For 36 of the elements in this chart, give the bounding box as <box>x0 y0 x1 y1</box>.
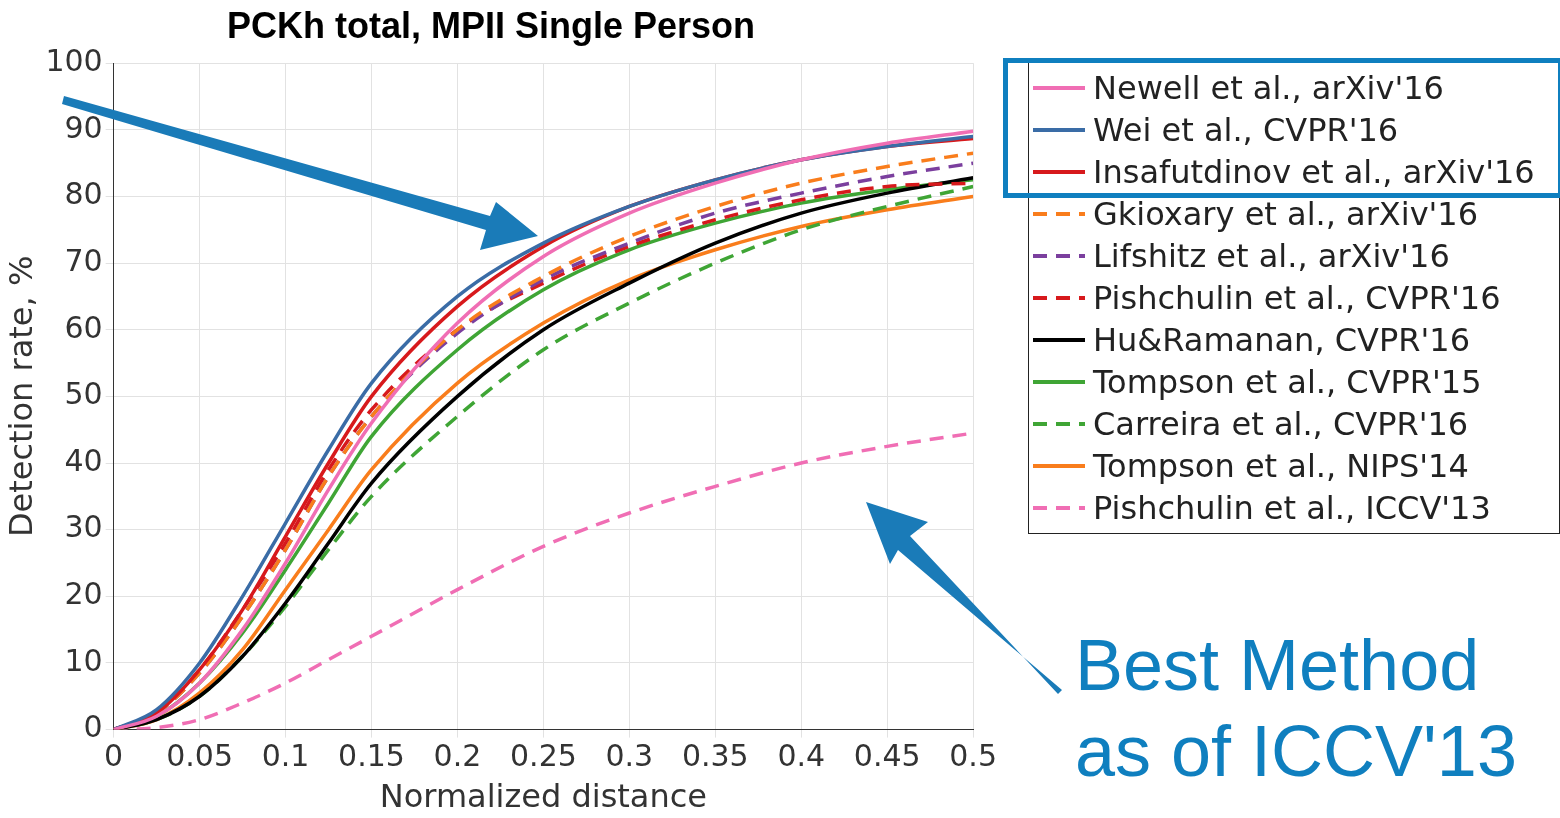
legend-label: Newell et al., arXiv'16 <box>1093 69 1444 107</box>
legend-label: Carreira et al., CVPR'16 <box>1093 405 1469 443</box>
x-tick-label: 0.1 <box>261 738 310 774</box>
y-tick-label: 90 <box>64 109 103 145</box>
chart-title: PCKh total, MPII Single Person <box>226 4 756 46</box>
text: Best Method as of ICCV'13 <box>1075 624 1518 793</box>
legend-label: Tompson et al., CVPR'15 <box>1093 363 1482 401</box>
y-tick-label: 0 <box>83 709 103 745</box>
x-tick-label: 0.25 <box>510 738 577 774</box>
legend-label: Hu&Ramanan, CVPR'16 <box>1093 321 1471 359</box>
x-tick-label: 0.15 <box>338 738 405 774</box>
legend-label: Wei et al., CVPR'16 <box>1093 111 1399 149</box>
x-tick-label: 0.4 <box>777 738 826 774</box>
y-tick-label: 40 <box>64 442 103 478</box>
legend-label: Pishchulin et al., ICCV'13 <box>1093 489 1491 527</box>
x-tick-label: 0.2 <box>433 738 482 774</box>
x-tick-label: 0.3 <box>605 738 654 774</box>
legend-label: Lifshitz et al., arXiv'16 <box>1093 237 1450 275</box>
y-tick-label: 10 <box>64 642 103 678</box>
y-axis-title: Detection rate, % <box>1 255 40 538</box>
y-tick-label: 30 <box>64 509 103 545</box>
legend-label: Tompson et al., NIPS'14 <box>1093 447 1469 485</box>
x-tick-label: 0.45 <box>853 738 921 774</box>
x-axis-title: Normalized distance <box>379 777 708 816</box>
y-tick-label: 20 <box>64 576 103 612</box>
y-tick-label: 80 <box>64 176 103 212</box>
y-tick-label: 100 <box>45 43 103 78</box>
y-tick-label: 60 <box>64 309 103 345</box>
y-tick-label: 50 <box>64 376 103 412</box>
legend-label: Gkioxary et al., arXiv'16 <box>1093 195 1479 233</box>
x-tick-label: 0.05 <box>166 738 234 774</box>
y-tick-label: 70 <box>64 242 103 278</box>
legend-label: Pishchulin et al., CVPR'16 <box>1093 279 1501 317</box>
legend-label: Insafutdinov et al., arXiv'16 <box>1093 153 1535 191</box>
x-tick-label: 0.35 <box>681 738 749 774</box>
x-tick-label: 0.5 <box>949 738 997 774</box>
